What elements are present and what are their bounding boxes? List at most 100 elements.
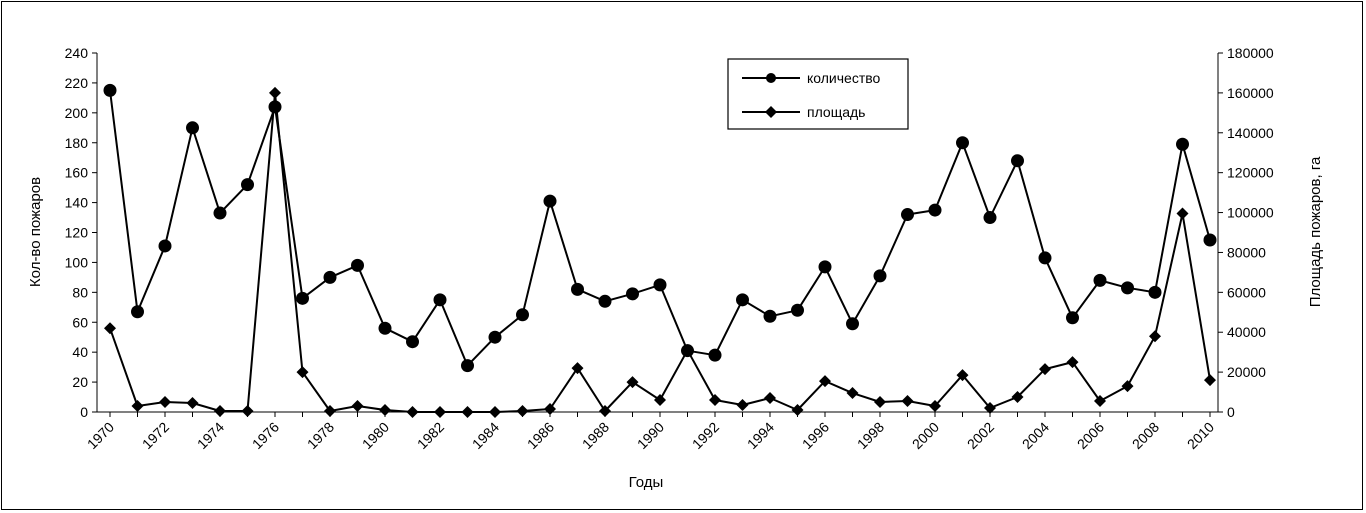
x-tick-label: 1994	[744, 419, 777, 452]
x-tick-label: 1974	[194, 419, 227, 452]
data-point-count	[928, 203, 942, 217]
data-point-area	[1066, 356, 1079, 369]
data-point-area	[516, 405, 529, 418]
data-point-area	[571, 362, 584, 375]
x-tick-label: 2008	[1129, 419, 1162, 452]
data-point-count	[873, 269, 887, 283]
x-tick-label: 1976	[249, 419, 282, 452]
data-point-count	[406, 335, 419, 349]
data-point-area	[104, 322, 116, 335]
x-tick-label: 1998	[854, 419, 887, 452]
data-point-area	[214, 405, 226, 418]
series-markers	[103, 83, 1217, 418]
data-point-count	[763, 309, 777, 323]
data-point-area	[819, 375, 831, 388]
x-tick-label: 1986	[524, 419, 557, 452]
data-point-area	[351, 400, 364, 413]
data-point-area	[1011, 391, 1024, 404]
x-tick-label: 1972	[139, 419, 172, 452]
y-left-tick-label: 240	[65, 45, 89, 61]
data-point-count	[791, 303, 804, 317]
legend-marker-area	[765, 106, 777, 118]
legend-marker-count	[766, 73, 776, 83]
data-point-count	[653, 278, 667, 292]
data-point-count	[186, 121, 199, 135]
y-axis-label-left: Кол-во пожаров	[27, 177, 44, 287]
y-right-tick-label: 140000	[1227, 125, 1274, 141]
data-point-count	[1148, 285, 1162, 299]
data-point-area	[984, 402, 996, 415]
data-point-area	[1149, 330, 1161, 343]
data-point-area	[1204, 374, 1216, 387]
y-left-tick-label: 200	[65, 105, 89, 121]
legend: количество площадь	[727, 58, 909, 130]
data-point-count	[1066, 311, 1079, 325]
data-point-count	[626, 287, 639, 301]
y-left-tick-label: 180	[65, 135, 89, 151]
data-point-area	[709, 394, 721, 407]
data-point-area	[131, 400, 144, 413]
data-point-count	[1176, 137, 1189, 151]
data-point-count	[983, 211, 997, 225]
y-right-tick-label: 180000	[1227, 45, 1274, 61]
data-point-area	[681, 344, 694, 357]
data-point-count	[433, 293, 447, 307]
data-point-count	[956, 136, 969, 150]
data-point-count	[708, 348, 722, 362]
data-point-area	[186, 397, 199, 410]
x-tick-label: 1984	[469, 419, 502, 452]
data-point-count	[213, 206, 227, 220]
data-point-area	[736, 399, 749, 412]
data-point-count	[736, 293, 749, 307]
x-tick-label: 1996	[799, 419, 832, 452]
data-point-count	[901, 208, 914, 222]
data-point-area	[874, 396, 886, 409]
x-tick-label: 1982	[414, 419, 447, 452]
x-tick-label: 1992	[689, 419, 722, 452]
legend-box	[727, 58, 909, 130]
x-tick-label: 1980	[359, 419, 392, 452]
data-point-area	[1039, 363, 1051, 376]
data-point-count	[1011, 154, 1024, 168]
data-point-area	[846, 387, 859, 400]
data-point-area	[654, 394, 666, 407]
data-point-count	[818, 260, 832, 274]
data-point-area	[599, 405, 611, 418]
data-point-area	[956, 369, 969, 382]
x-tick-label: 2010	[1184, 419, 1217, 452]
data-point-count	[1121, 281, 1134, 295]
data-point-count	[351, 258, 364, 272]
data-point-area	[296, 366, 309, 379]
axes	[92, 52, 1223, 417]
data-point-count	[158, 239, 172, 253]
data-point-count	[846, 317, 859, 331]
data-point-area	[791, 404, 804, 417]
data-point-area	[461, 406, 474, 418]
y-left-tick-label: 120	[65, 225, 89, 241]
data-point-area	[1121, 380, 1134, 393]
data-point-area	[324, 405, 336, 418]
y-right-tick-label: 60000	[1227, 284, 1266, 300]
data-point-area	[241, 405, 254, 418]
y-left-tick-label: 60	[72, 314, 88, 330]
data-point-area	[626, 376, 639, 389]
data-point-count	[598, 294, 612, 308]
y-right-tick-label: 20000	[1227, 364, 1266, 380]
y-left-tick-label: 0	[80, 404, 88, 420]
x-tick-label: 1978	[304, 419, 337, 452]
y-right-tick-label: 80000	[1227, 244, 1266, 260]
data-point-area	[929, 400, 941, 413]
x-tick-label: 2002	[964, 419, 997, 452]
y-left-tick-label: 220	[65, 75, 89, 91]
data-point-count	[571, 282, 584, 296]
data-point-count	[543, 194, 557, 208]
x-tick-label: 2000	[909, 419, 942, 452]
data-point-area	[406, 406, 419, 418]
data-point-count	[241, 178, 254, 192]
data-point-area	[544, 403, 556, 416]
y-right-tick-label: 120000	[1227, 165, 1274, 181]
y-right-tick-label: 0	[1227, 404, 1235, 420]
x-tick-label: 2006	[1074, 419, 1107, 452]
data-point-count	[268, 100, 282, 114]
